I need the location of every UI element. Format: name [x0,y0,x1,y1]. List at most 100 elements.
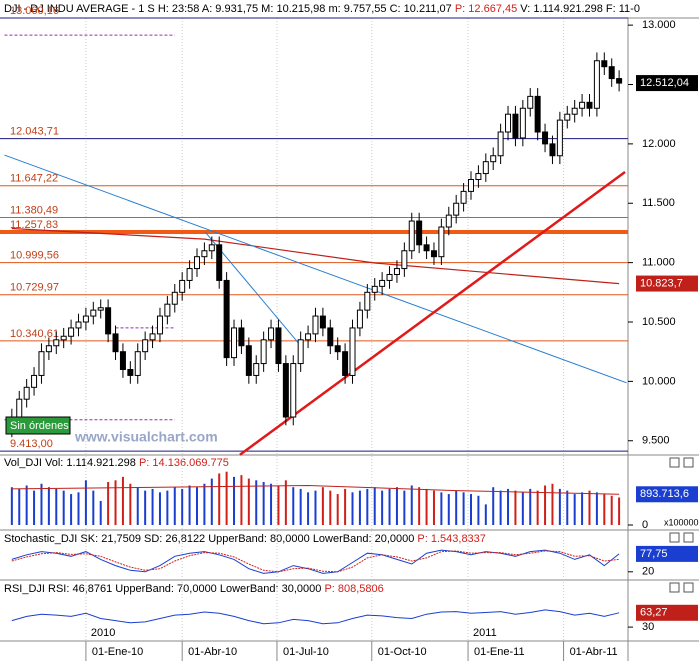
level-label: 10.340,61 [10,328,59,340]
volume-bar [366,488,369,525]
indicator-line [11,550,620,573]
candle-body [297,339,304,365]
level-label: 12.043,71 [10,126,59,138]
x-tick-label: 01-Abr-10 [188,646,237,658]
scale-note: x100000 [664,517,699,527]
value-tag-label: 10.823,7 [640,277,683,289]
y-tick-label: 10.500 [642,316,676,328]
volume-bar [507,488,510,525]
candle-body [349,327,356,376]
candle-body [601,60,608,68]
title: Stochastic_DJI SK: 21,7509 SD: 26,8122 U… [4,533,414,545]
year-label: 2011 [473,627,497,639]
value-tag [636,275,698,292]
volume-bar [55,488,58,525]
volume-bar [225,471,228,525]
volume-bar [173,487,176,525]
candle-body [386,274,393,281]
candle-body [312,315,319,335]
candle-body [156,315,163,335]
volume-bar [307,492,310,525]
volume-bar [84,480,87,525]
candle-body [53,339,60,347]
indicator-line [11,609,620,625]
volume-bar [336,494,339,525]
volume-bar [299,488,302,525]
candle-body [75,321,82,329]
volume-bar [292,487,295,525]
candle-body [571,107,578,115]
volume-average [11,484,620,495]
volume-bar [166,490,169,525]
volume-bar [373,487,376,525]
candle-body [164,303,171,317]
title: Vol_DJI Vol: 1.114.921.298 [4,457,136,469]
volume-bar [25,485,28,525]
volume-bar [18,488,21,525]
last-price: P: 12.667,45 [455,3,517,15]
moving-average [11,227,620,285]
level-label: 10.729,97 [10,282,59,294]
candle-body [186,268,193,281]
candle-body [82,315,89,323]
volume-bar [262,482,265,525]
panel-buttons[interactable] [669,457,694,593]
volume-bar [218,473,221,525]
candle-body [327,327,334,347]
volume-bar [40,483,43,525]
y-tick-label: 13.000 [642,19,676,31]
title: DJI - DJ INDU AVERAGE - 1 S H: 23:58 A: … [4,3,452,15]
volume-bar [566,490,569,525]
candle-body [179,279,186,293]
value-tag [636,486,698,503]
volume-bar [470,494,472,525]
volume-bar [521,492,524,525]
candle-body [512,113,519,139]
candle-body [68,327,75,337]
value-tag-label: 63,27 [640,607,668,619]
candle-body [393,268,400,275]
volume-bar [536,490,539,525]
volume-bar [284,480,287,525]
candle-body [438,226,445,258]
candle-body [134,351,141,376]
y-tick-label: 20 [642,566,654,578]
volume-bar [114,480,117,525]
trendline [239,171,626,456]
y-tick-label: 0 [642,519,648,531]
volume-bar [129,483,132,525]
volume-bar [595,492,598,525]
volume-bar [455,490,458,525]
candle-body [305,333,312,341]
level-label: 11.380,49 [10,204,58,216]
level-label: 11.647,22 [10,173,58,185]
volume-bar [558,488,561,525]
value-tag-label: 12.512,04 [640,77,689,89]
candle-body [549,143,556,157]
candle-body [334,345,341,353]
volume-bar [151,488,154,525]
volume-bar [432,490,435,525]
candle-body [171,291,178,305]
candle-body [542,131,549,145]
candle-body [90,309,97,317]
volume-bar [573,494,576,525]
volume-bar [551,483,554,525]
level-label: 10.999,56 [10,250,59,262]
candle-body [453,202,460,216]
rsi-header: RSI_DJI RSI: 46,8761 UpperBand: 70,0000 … [4,583,384,595]
candle-body [45,345,52,353]
volume-bar [107,482,110,525]
x-tick-label: 01-Abr-11 [570,646,618,658]
volume-bar [247,478,250,525]
subtitle: P: 14.136.069.775 [139,457,229,469]
volume-bar [181,488,184,525]
title: RSI_DJI RSI: 46,8761 UpperBand: 70,0000 … [4,583,321,595]
candle-body [112,333,119,353]
candle-body [519,107,526,139]
subtitle: P: 808,5806 [324,583,383,595]
candle-body [253,363,260,376]
volume-bar [610,495,613,525]
volume-bar [240,475,243,525]
